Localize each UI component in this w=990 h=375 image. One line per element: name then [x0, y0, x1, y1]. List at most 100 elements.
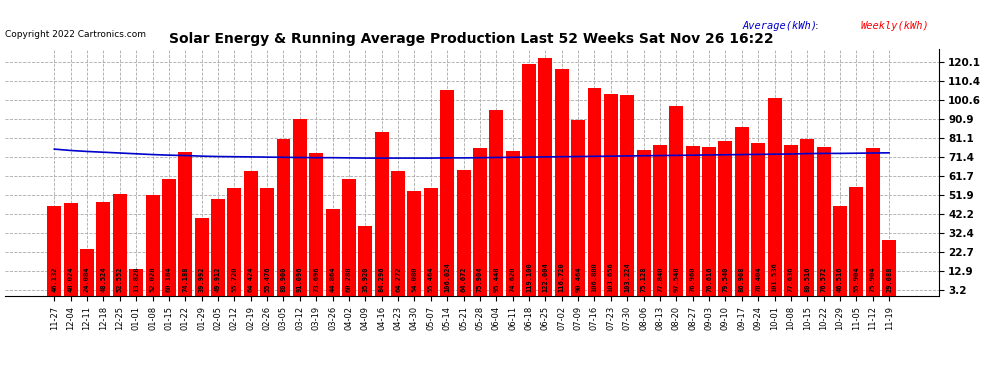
Text: 48.524: 48.524	[100, 267, 107, 292]
Bar	[554, 69, 568, 296]
Text: 55.904: 55.904	[853, 267, 859, 292]
Text: 55.720: 55.720	[232, 267, 238, 292]
Text: 49.912: 49.912	[215, 267, 221, 292]
Text: 60.288: 60.288	[346, 267, 352, 292]
Text: Average(kWh): Average(kWh)	[742, 21, 817, 32]
Text: 84.296: 84.296	[379, 267, 385, 292]
Bar	[441, 90, 454, 296]
Text: 52.552: 52.552	[117, 267, 123, 292]
Bar	[473, 148, 487, 296]
Text: 77.636: 77.636	[788, 267, 794, 292]
Text: 44.864: 44.864	[330, 267, 336, 292]
Text: 86.908: 86.908	[739, 267, 744, 292]
Bar	[751, 144, 765, 296]
Text: 54.080: 54.080	[412, 267, 418, 292]
Text: 29.088: 29.088	[886, 267, 892, 292]
Bar	[735, 127, 748, 296]
Text: 46.516: 46.516	[837, 267, 843, 292]
Text: 55.464: 55.464	[428, 267, 434, 292]
Bar	[309, 153, 323, 296]
Bar	[800, 140, 814, 296]
Text: 106.024: 106.024	[445, 262, 450, 292]
Bar	[48, 206, 61, 296]
Bar	[882, 240, 896, 296]
Bar	[358, 226, 372, 296]
Text: 79.540: 79.540	[723, 267, 729, 292]
Bar	[686, 146, 700, 296]
Text: 75.128: 75.128	[641, 267, 646, 292]
Text: 101.536: 101.536	[771, 262, 777, 292]
Bar	[80, 249, 94, 296]
Bar	[63, 202, 77, 296]
Bar	[96, 202, 111, 296]
Bar	[621, 95, 635, 296]
Text: 76.616: 76.616	[706, 267, 712, 292]
Bar	[276, 139, 290, 296]
Text: 73.696: 73.696	[313, 267, 319, 292]
Text: 119.100: 119.100	[526, 262, 532, 292]
Bar	[195, 218, 209, 296]
Bar	[326, 209, 340, 296]
Text: 35.920: 35.920	[362, 267, 368, 292]
Text: 13.828: 13.828	[134, 267, 140, 292]
Bar	[866, 148, 880, 296]
Text: 52.028: 52.028	[149, 267, 155, 292]
Text: 39.992: 39.992	[199, 267, 205, 292]
Bar	[522, 64, 536, 296]
Text: Copyright 2022 Cartronics.com: Copyright 2022 Cartronics.com	[5, 30, 146, 39]
Bar	[489, 110, 503, 296]
Bar	[571, 120, 585, 296]
Bar	[604, 94, 618, 296]
Text: 95.448: 95.448	[493, 267, 499, 292]
Bar	[211, 199, 225, 296]
Bar	[260, 188, 274, 296]
Bar	[342, 179, 356, 296]
Bar	[637, 150, 650, 296]
Text: 76.960: 76.960	[690, 267, 696, 292]
Text: 122.004: 122.004	[543, 262, 548, 292]
Bar	[669, 106, 683, 296]
Text: 116.720: 116.720	[558, 262, 564, 292]
Bar	[424, 188, 438, 296]
Bar	[293, 119, 307, 296]
Text: 91.096: 91.096	[297, 267, 303, 292]
Text: 90.464: 90.464	[575, 267, 581, 292]
Text: Weekly(kWh): Weekly(kWh)	[860, 21, 930, 32]
Text: 80.900: 80.900	[280, 267, 286, 292]
Text: 103.656: 103.656	[608, 262, 614, 292]
Bar	[146, 195, 159, 296]
Text: 74.620: 74.620	[510, 267, 516, 292]
Bar	[391, 171, 405, 296]
Title: Solar Energy & Running Average Production Last 52 Weeks Sat Nov 26 16:22: Solar Energy & Running Average Productio…	[169, 32, 774, 46]
Bar	[587, 88, 602, 296]
Bar	[506, 151, 520, 296]
Text: 55.476: 55.476	[264, 267, 270, 292]
Bar	[702, 147, 716, 296]
Bar	[408, 191, 422, 296]
Bar	[178, 152, 192, 296]
Text: 75.904: 75.904	[870, 267, 876, 292]
Bar	[849, 187, 863, 296]
Text: 106.880: 106.880	[591, 262, 598, 292]
Text: :: :	[815, 21, 822, 32]
Bar	[113, 194, 127, 296]
Text: 103.224: 103.224	[625, 262, 631, 292]
Text: 60.184: 60.184	[166, 267, 172, 292]
Bar	[162, 179, 176, 296]
Text: 24.084: 24.084	[84, 267, 90, 292]
Text: 64.272: 64.272	[395, 267, 401, 292]
Text: 64.672: 64.672	[460, 267, 466, 292]
Text: 80.516: 80.516	[804, 267, 810, 292]
Bar	[228, 188, 242, 296]
Text: 97.548: 97.548	[673, 267, 679, 292]
Bar	[767, 98, 781, 296]
Bar	[130, 269, 144, 296]
Bar	[375, 132, 389, 296]
Text: 76.572: 76.572	[821, 267, 827, 292]
Bar	[719, 141, 733, 296]
Bar	[244, 171, 257, 296]
Bar	[653, 144, 667, 296]
Bar	[817, 147, 831, 296]
Text: 48.024: 48.024	[67, 267, 73, 292]
Text: 77.840: 77.840	[657, 267, 663, 292]
